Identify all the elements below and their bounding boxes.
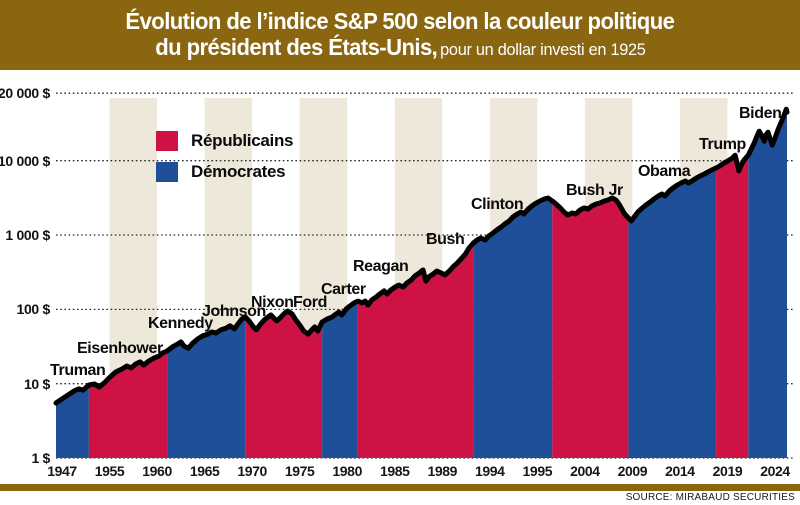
x-tick-2019: 2019 [712,463,743,479]
president-label-nixon: Nixon [251,294,294,311]
president-label-ford: Ford [293,294,327,311]
title-line-1: Évolution de l’indice S&P 500 selon la c… [125,8,675,35]
president-label-johnson: Johnson [202,303,266,320]
president-label-truman: Truman [50,362,106,379]
x-tick-1980: 1980 [332,463,362,479]
president-label-bush-jr: Bush Jr [566,182,623,199]
area-biden [748,109,787,458]
x-tick-1955: 1955 [94,463,125,479]
area-carter [322,301,358,458]
area-clinton [473,198,553,458]
president-label-biden: Biden [739,105,782,122]
area-trump [716,155,749,458]
x-tick-2014: 2014 [665,463,695,479]
president-label-eisenhower: Eisenhower [77,340,163,357]
x-tick-1989: 1989 [427,463,458,479]
legend-label-R: Républicains [191,131,294,150]
x-tick-1960: 1960 [142,463,172,479]
x-tick-2024: 2024 [760,463,790,479]
title-line-2: du président des États-Unis, pour un doll… [154,34,646,61]
legend-swatch-D [156,162,178,182]
president-label-carter: Carter [321,281,366,298]
area-eisenhower [88,351,168,458]
x-tick-2004: 2004 [570,463,600,479]
president-label-reagan: Reagan [353,258,409,275]
party-areas [56,109,787,458]
president-label-obama: Obama [638,163,691,180]
y-tick-10: 10 $ [23,375,50,392]
area-reagan-bush [357,243,474,458]
x-tick-1985: 1985 [379,463,410,479]
x-tick-1965: 1965 [189,463,220,479]
area-nixon-ford [245,311,323,458]
president-label-kennedy: Kennedy [148,315,213,332]
x-tick-1994: 1994 [475,463,505,479]
area-truman [56,385,89,458]
title-banner: Évolution de l’indice S&P 500 selon la c… [0,0,800,70]
legend: Républicains Démocrates [156,131,294,193]
value-line [53,106,790,406]
legend-item-R: Républicains [156,131,294,151]
bottom-gold-bar [0,484,800,491]
x-tick-1975: 1975 [284,463,315,479]
president-label-bush: Bush [426,231,465,248]
y-tick-1: 1 $ [31,450,50,466]
source-credit: SOURCE: MIRABAUD SECURITIES [625,492,795,503]
title-line-2-bold: du président des États-Unis, [154,34,438,60]
legend-swatch-R [156,131,178,151]
x-tick-1995: 1995 [522,463,553,479]
president-label-clinton: Clinton [471,196,524,213]
area-kennedy-johnson [167,316,246,458]
x-tick-1947: 1947 [47,463,77,479]
x-tick-2009: 2009 [617,463,648,479]
y-tick-1000: 1 000 $ [5,227,50,243]
y-tick-10000: 10 000 $ [0,152,50,169]
legend-label-D: Démocrates [191,162,286,181]
president-label-trump: Trump [699,136,746,153]
area-bush-jr [552,198,629,458]
x-tick-1970: 1970 [237,463,267,479]
y-tick-20000: 20 000 $ [0,85,50,102]
legend-item-D: Démocrates [156,162,293,182]
title-line-2-subtitle: pour un dollar investi en 1925 [439,40,646,59]
area-obama [628,168,717,458]
y-tick-100: 100 $ [16,301,50,318]
